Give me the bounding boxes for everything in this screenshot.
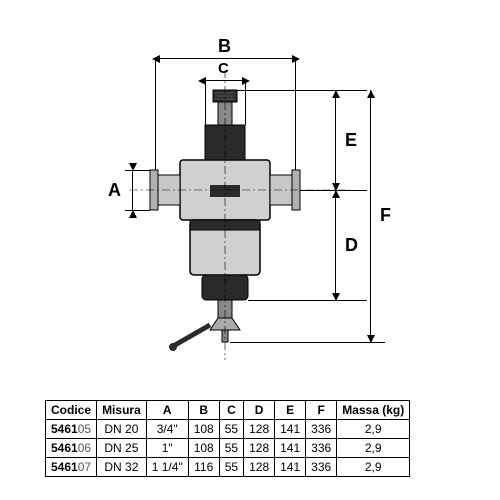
col-c: C [219,401,243,420]
cell-b: 108 [188,439,219,458]
dimension-diagram: B C A E D F [70,30,410,380]
cell-f: 336 [306,458,337,477]
col-a: A [146,401,188,420]
cell-b: 108 [188,420,219,439]
cell-codice: 546106 [46,439,97,458]
cell-c: 55 [219,420,243,439]
dimensions-table: Codice Misura A B C D E F Massa (kg) 546… [45,400,410,477]
col-d: D [244,401,275,420]
cell-misura: DN 20 [97,420,147,439]
cell-massa: 2,9 [337,420,410,439]
cell-e: 141 [275,439,306,458]
col-massa: Massa (kg) [337,401,410,420]
cell-massa: 2,9 [337,458,410,477]
cell-codice: 546107 [46,458,97,477]
cell-f: 336 [306,439,337,458]
cell-misura: DN 32 [97,458,147,477]
cell-f: 336 [306,420,337,439]
cell-e: 141 [275,458,306,477]
col-b: B [188,401,219,420]
col-f: F [306,401,337,420]
table-row: 546107DN 321 1/4"116551281413362,9 [46,458,410,477]
dim-label-d: D [345,235,358,256]
cell-c: 55 [219,439,243,458]
cell-c: 55 [219,458,243,477]
table-body: 546105DN 203/4"108551281413362,9546106DN… [46,420,410,477]
cell-massa: 2,9 [337,439,410,458]
table-row: 546105DN 203/4"108551281413362,9 [46,420,410,439]
cell-codice: 546105 [46,420,97,439]
cell-a: 1" [146,439,188,458]
cell-e: 141 [275,420,306,439]
cell-d: 128 [244,439,275,458]
valve-drawing [70,30,410,380]
dim-label-b: B [218,36,231,57]
col-e: E [275,401,306,420]
cell-misura: DN 25 [97,439,147,458]
col-misura: Misura [97,401,147,420]
table-header: Codice Misura A B C D E F Massa (kg) [46,401,410,420]
dim-label-e: E [345,130,357,151]
table-row: 546106DN 251"108551281413362,9 [46,439,410,458]
dim-label-a: A [108,180,121,201]
cell-a: 3/4" [146,420,188,439]
dim-label-c: C [218,60,229,77]
cell-d: 128 [244,420,275,439]
col-codice: Codice [46,401,97,420]
cell-b: 116 [188,458,219,477]
cell-d: 128 [244,458,275,477]
cell-a: 1 1/4" [146,458,188,477]
dim-label-f: F [380,205,391,226]
